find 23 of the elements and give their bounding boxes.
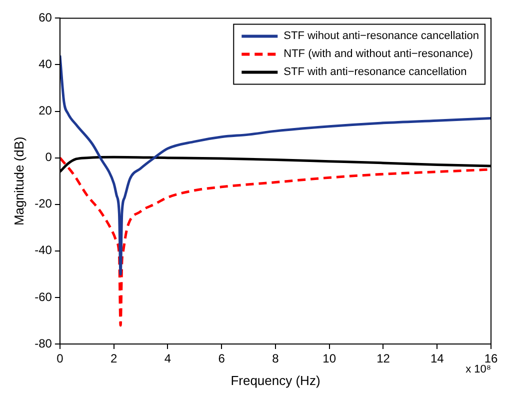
y-tick-label: 40 [38, 57, 52, 72]
y-axis-title: Magnitude (dB) [11, 136, 26, 226]
y-tick-label: 0 [45, 150, 52, 164]
y-tick-label: 60 [38, 10, 52, 25]
y-tick-label: -60 [34, 290, 52, 304]
y-tick-label: -20 [34, 196, 52, 211]
legend-label: NTF (with and without anti−resonance) [284, 48, 473, 60]
x-tick-label: 16 [484, 352, 498, 366]
x-axis-title: Frequency (Hz) [230, 372, 320, 388]
x-tick-label: 8 [272, 352, 280, 366]
x-tick-label: 0 [56, 352, 64, 366]
x-tick-label: 4 [164, 352, 172, 366]
legend-label: STF with anti−resonance cancellation [284, 66, 467, 78]
y-tick-label: -40 [34, 243, 52, 258]
x-tick-label: 10 [322, 352, 336, 366]
x-tick-label: 2 [110, 352, 118, 366]
x-tick-label: 14 [430, 352, 444, 366]
y-tick-label: 20 [38, 104, 52, 118]
text: x 10⁸ [466, 364, 491, 376]
x-tick-label: 12 [376, 352, 390, 366]
y-tick-label: -80 [34, 336, 52, 350]
x-tick-label: 6 [218, 352, 226, 366]
legend-label: STF wihout anti−resonance cancellation [284, 30, 480, 42]
